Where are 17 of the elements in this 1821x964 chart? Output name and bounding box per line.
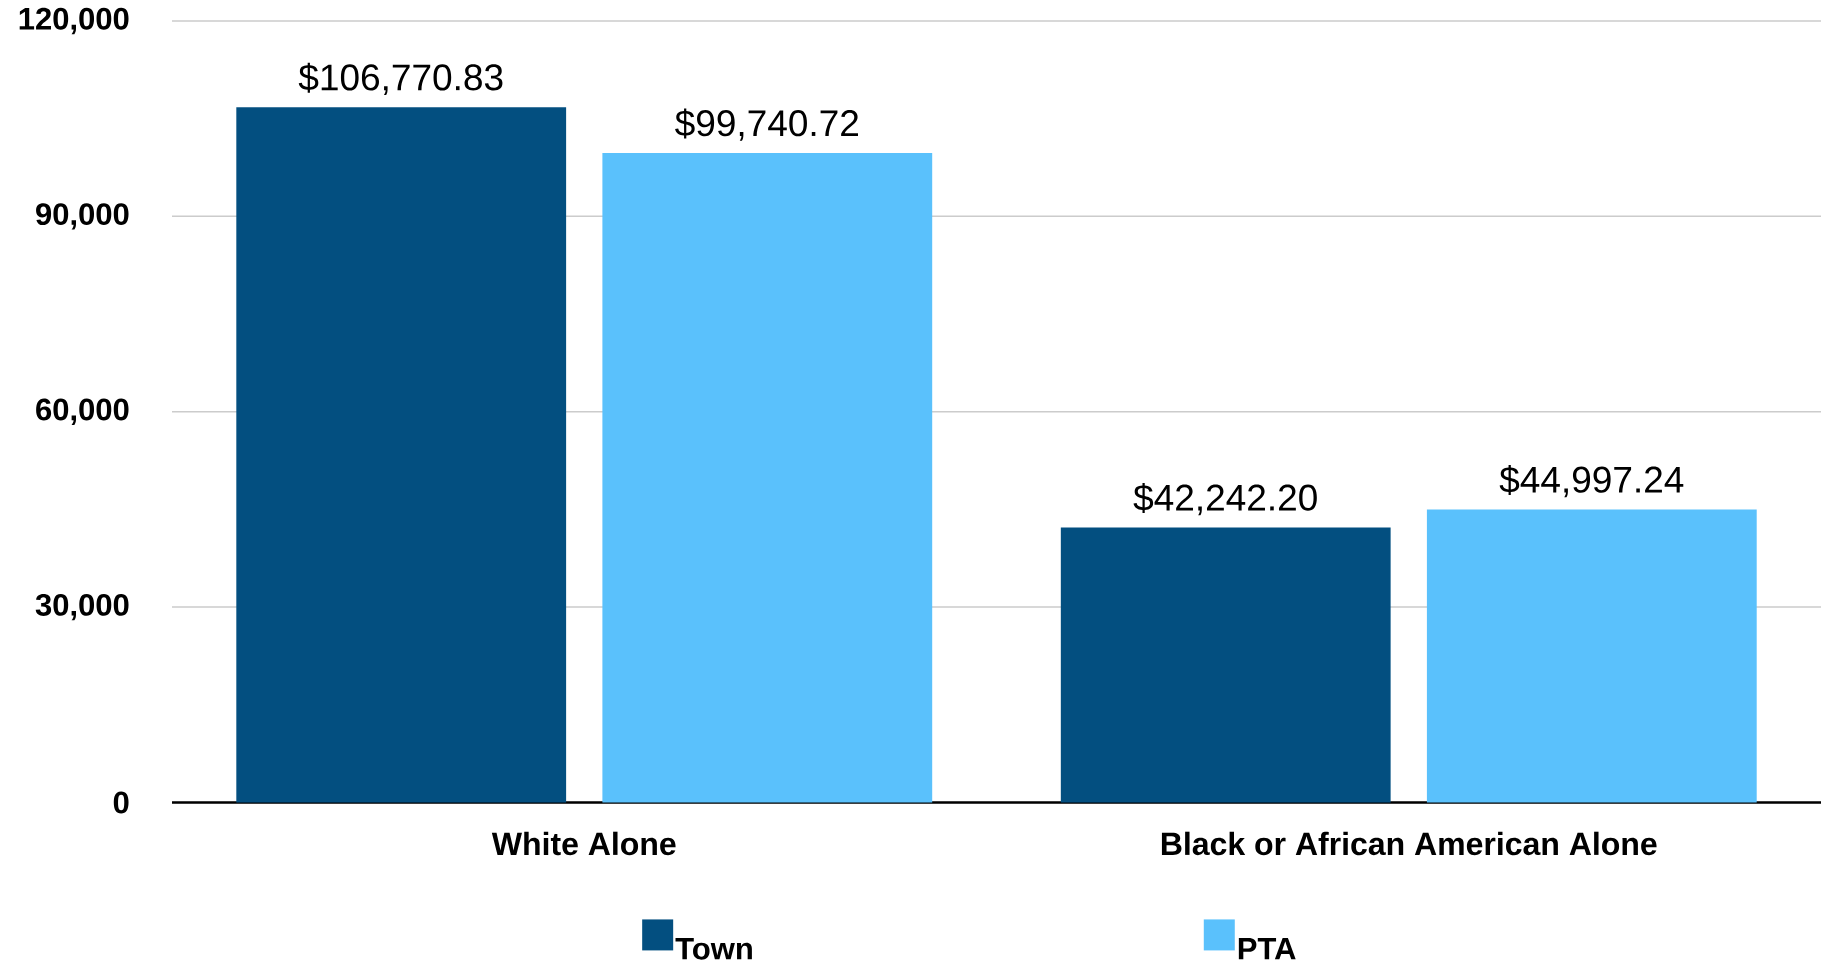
y-tick-label: 60,000 <box>36 398 129 425</box>
bar <box>1060 527 1391 803</box>
data-label: $42,242.20 <box>1133 483 1317 516</box>
x-tick-label: Black or African American Alone <box>1161 831 1657 856</box>
data-label: $99,740.72 <box>675 108 858 141</box>
data-label: $106,770.83 <box>298 62 503 95</box>
legend-label: PTA <box>1238 938 1296 960</box>
y-tick-label: 30,000 <box>35 593 129 621</box>
bar <box>236 107 567 803</box>
data-label: $44,997.24 <box>1499 465 1684 498</box>
y-tick-label: 90,000 <box>36 203 129 230</box>
y-tick-label: 120,000 <box>19 7 129 35</box>
x-tick-label: White Alone <box>491 831 676 856</box>
legend-label: Town <box>675 938 752 960</box>
bar <box>602 152 933 803</box>
y-tick-label: 0 <box>113 791 129 814</box>
bar <box>1426 509 1757 803</box>
